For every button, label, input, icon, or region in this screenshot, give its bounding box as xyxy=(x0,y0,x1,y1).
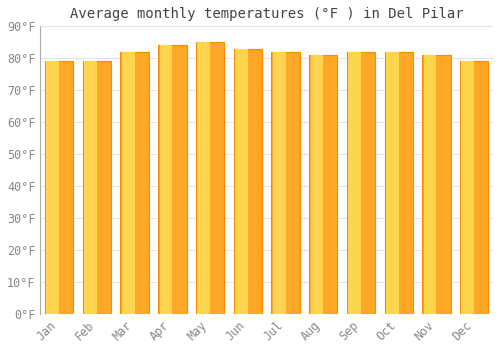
Bar xyxy=(160,46,172,314)
Bar xyxy=(309,55,338,314)
Bar xyxy=(120,52,149,314)
Title: Average monthly temperatures (°F ) in Del Pilar: Average monthly temperatures (°F ) in De… xyxy=(70,7,464,21)
Bar xyxy=(83,62,111,314)
Bar xyxy=(348,52,361,314)
Bar xyxy=(235,49,248,314)
Bar xyxy=(422,55,450,314)
Bar xyxy=(198,42,210,314)
Bar xyxy=(158,46,186,314)
Bar xyxy=(462,62,474,314)
Bar xyxy=(310,55,324,314)
Bar xyxy=(386,52,398,314)
Bar xyxy=(234,49,262,314)
Bar xyxy=(384,52,413,314)
Bar xyxy=(272,52,299,314)
Bar xyxy=(273,52,285,314)
Bar xyxy=(122,52,134,314)
Bar xyxy=(45,62,74,314)
Bar xyxy=(196,42,224,314)
Bar xyxy=(460,62,488,314)
Bar xyxy=(424,55,436,314)
Bar xyxy=(84,62,97,314)
Bar xyxy=(46,62,59,314)
Bar xyxy=(347,52,375,314)
